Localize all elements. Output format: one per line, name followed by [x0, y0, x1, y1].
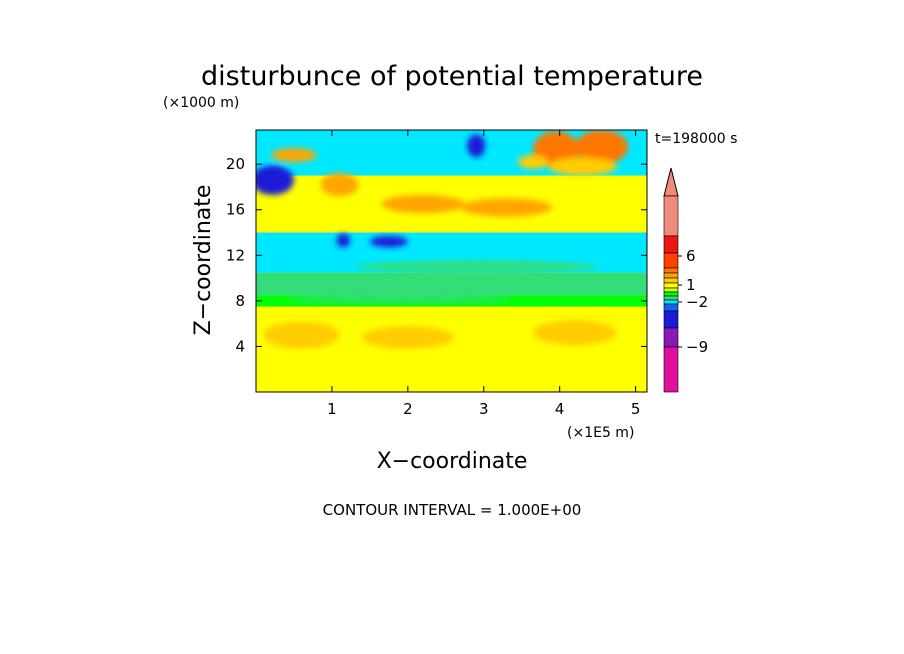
x-tick-label-1: 1 [327, 400, 337, 418]
anomaly-16 [517, 155, 549, 169]
anomaly-3 [467, 134, 486, 158]
x-tick-label-3: 3 [479, 400, 489, 418]
colorbar-label-1: 1 [686, 276, 696, 294]
chart-title: disturbunce of potential temperature [201, 61, 703, 92]
colorbar-swatch-pos_5 [663, 267, 679, 274]
colorbar-swatch-neg_6 [663, 310, 679, 329]
anomaly-11 [533, 320, 617, 346]
colorbar-swatch-pos_extreme [663, 195, 679, 237]
plot-frame [255, 129, 648, 393]
colorbar-swatch-pos_6 [663, 252, 679, 269]
anomaly-12 [354, 261, 598, 273]
y-axis-label: Z−coordinate [191, 185, 216, 336]
anomaly-7 [381, 194, 465, 214]
x-tick-label-2: 2 [403, 400, 413, 418]
colorbar-swatch-pos_4 [663, 272, 679, 279]
temperature-anomalies [256, 130, 629, 349]
anomaly-1 [574, 130, 629, 165]
time-label: t=198000 s [655, 131, 737, 147]
x-tick-label-4: 4 [555, 400, 565, 418]
anomaly-10 [362, 325, 454, 349]
anomaly-14 [548, 157, 617, 176]
colorbar-swatch-neg_extreme [663, 346, 679, 393]
y-tick-label-16: 16 [226, 201, 245, 219]
colorbar-swatch-pos_2 [663, 282, 679, 289]
colorbar-label-3: −9 [686, 338, 708, 356]
anomaly-9 [263, 321, 340, 349]
colorbar-arrow [663, 167, 679, 197]
colorbar-swatch-neg_2 [663, 299, 679, 305]
colorbar-swatch-zero [663, 291, 679, 297]
colorbar: 6 1−2 −9 [663, 167, 708, 393]
y-tick-label-4: 4 [235, 337, 245, 355]
contour-interval-note: CONTOUR INTERVAL = 1.000E+00 [323, 501, 582, 519]
colorbar-swatch-pos_1 [663, 287, 679, 293]
y-axis-ticks: 4 8 12 16 20 [226, 155, 647, 355]
x-axis-ticks: 1 2 3 4 5 [327, 130, 640, 418]
anomaly-5 [369, 235, 408, 248]
colorbar-swatch-pos_3 [663, 277, 679, 284]
x-unit-label: (×1E5 m) [567, 425, 634, 441]
y-tick-label-20: 20 [226, 155, 245, 173]
band-4 [256, 272, 647, 296]
y-tick-label-12: 12 [226, 246, 245, 264]
anomaly-15 [271, 148, 317, 162]
x-axis-label: X−coordinate [377, 449, 528, 474]
anomaly-4 [336, 233, 351, 248]
colorbar-swatch-pos_9 [663, 235, 679, 254]
y-unit-label: (×1000 m) [163, 95, 239, 111]
x-tick-label-5: 5 [631, 400, 641, 418]
anomaly-0 [256, 165, 294, 195]
colorbar-label-2: −2 [686, 293, 708, 311]
plot-area [256, 130, 647, 392]
anomaly-13 [286, 294, 515, 304]
anomaly-8 [460, 198, 553, 217]
colorbar-swatch-neg_3 [663, 303, 679, 312]
band-0 [256, 380, 647, 392]
colorbar-swatch-neg_9 [663, 327, 679, 348]
colorbar-swatch-neg_1 [663, 295, 679, 301]
colorbar-label-0: 6 [686, 247, 696, 265]
anomaly-6 [320, 173, 359, 197]
y-tick-label-8: 8 [235, 292, 245, 310]
